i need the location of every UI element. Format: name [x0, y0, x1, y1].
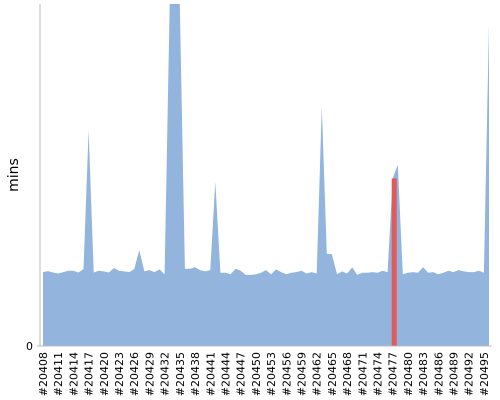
y-tick-label: 0	[26, 340, 33, 353]
x-tick-label: #20480	[402, 352, 415, 396]
x-tick-label: #20435	[174, 352, 187, 396]
x-tick-label: #20414	[67, 352, 80, 396]
x-tick-label: #20492	[463, 352, 476, 396]
x-tick-label: #20444	[219, 352, 232, 396]
x-tick-label: #20450	[250, 352, 263, 396]
x-tick-label: #20465	[326, 352, 339, 396]
x-tick-label: #20411	[52, 352, 65, 396]
x-tick-label: #20474	[372, 352, 385, 396]
x-tick-label: #20459	[295, 352, 308, 396]
x-tick-label: #20432	[159, 352, 172, 396]
x-tick-label: #20486	[432, 352, 445, 396]
x-tick-label: #20429	[143, 352, 156, 396]
x-tick-label: #20408	[37, 352, 50, 396]
x-tick-label: #20495	[478, 352, 491, 396]
x-tick-label: #20471	[356, 352, 369, 396]
x-tick-label: #20420	[98, 352, 111, 396]
x-tick-label: #20483	[417, 352, 430, 396]
x-tick-label: #20477	[387, 352, 400, 396]
x-tick-label: #20447	[235, 352, 248, 396]
area	[43, 4, 489, 346]
x-tick-label: #20423	[113, 352, 126, 396]
x-tick-label: #20417	[83, 352, 96, 396]
x-tick-label: #20441	[204, 352, 217, 396]
highlight-bar	[391, 178, 397, 346]
x-tick-label: #20489	[448, 352, 461, 396]
x-tick-label: #20468	[341, 352, 354, 396]
y-axis-label: mins	[6, 158, 22, 192]
x-tick-label: #20426	[128, 352, 141, 396]
x-tick-label: #20456	[280, 352, 293, 396]
x-tick-label: #20462	[311, 352, 324, 396]
x-tick-label: #20438	[189, 352, 202, 396]
x-tick-label: #20453	[265, 352, 278, 396]
